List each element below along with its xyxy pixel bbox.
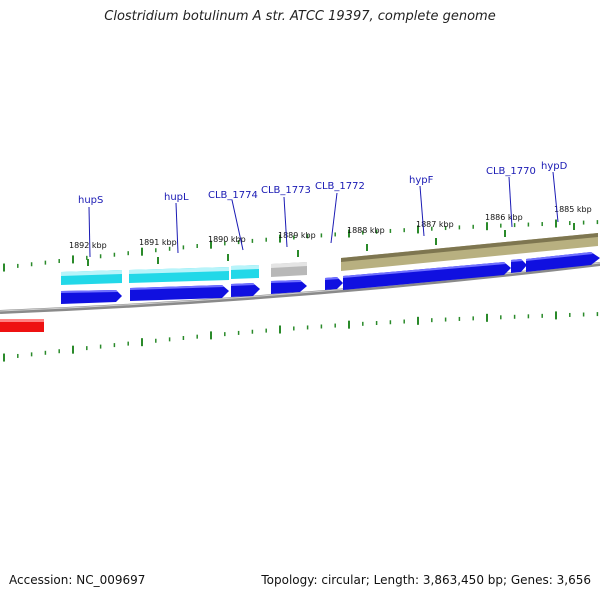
gene-hypD-arrow[interactable] bbox=[526, 252, 600, 272]
svg-text:CLB_1770: CLB_1770 bbox=[486, 166, 536, 177]
label-CLB_1774[interactable]: CLB_1774 bbox=[208, 190, 258, 251]
label-CLB_1770[interactable]: CLB_1770 bbox=[486, 166, 536, 228]
genome-summary: Topology: circular; Length: 3,863,450 bp… bbox=[261, 573, 591, 587]
label-hupL[interactable]: hupL bbox=[164, 192, 189, 254]
label-hupS[interactable]: hupS bbox=[78, 195, 103, 258]
scale-label: 1888 kbp bbox=[347, 226, 385, 235]
label-hypF[interactable]: hypF bbox=[409, 175, 434, 237]
scale-label: 1890 kbp bbox=[208, 235, 246, 244]
gene-CLB_1774-arrow[interactable] bbox=[231, 283, 260, 297]
scale-label: 1892 kbp bbox=[69, 241, 107, 250]
gene-hupS-arrow[interactable] bbox=[61, 290, 122, 304]
genome-backbone bbox=[0, 262, 600, 314]
red-feature[interactable] bbox=[0, 319, 44, 332]
svg-text:hypF: hypF bbox=[409, 175, 434, 186]
gene-CLB_1772-arrow[interactable] bbox=[325, 277, 343, 290]
scale-1887: 1887 kbp bbox=[416, 220, 454, 245]
map-title: Clostridium botulinum A str. ATCC 19397,… bbox=[104, 9, 496, 24]
scale-label: 1887 kbp bbox=[416, 220, 454, 229]
gene-hupL-upper[interactable] bbox=[129, 267, 229, 283]
scale-1892: 1892 kbp bbox=[69, 241, 107, 266]
scale-label: 1886 kbp bbox=[485, 213, 523, 222]
scale-label: 1891 kbp bbox=[139, 238, 177, 247]
outer-tick-ring bbox=[3, 219, 599, 272]
gene-CLB_1770-arrow[interactable] bbox=[511, 259, 527, 273]
gene-CLB_1773-upper[interactable] bbox=[271, 262, 307, 277]
svg-text:hupL: hupL bbox=[164, 192, 189, 203]
scale-label: 1889 kbp bbox=[278, 231, 316, 240]
scale-1889: 1889 kbp bbox=[278, 231, 316, 257]
gene-hypF-arrow[interactable] bbox=[343, 262, 511, 290]
scale-1891: 1891 kbp bbox=[139, 238, 177, 264]
gene-CLB_1773-arrow[interactable] bbox=[271, 280, 307, 294]
svg-text:CLB_1772: CLB_1772 bbox=[315, 181, 365, 192]
gene-hupL-arrow[interactable] bbox=[130, 285, 229, 301]
svg-text:hupS: hupS bbox=[78, 195, 103, 206]
scale-1885: 1885 kbp bbox=[554, 205, 592, 230]
scale-1890: 1890 kbp bbox=[208, 235, 246, 261]
gene-CLB_1774-upper[interactable] bbox=[231, 265, 259, 279]
gene-khaki-block[interactable] bbox=[341, 233, 598, 271]
label-hypD[interactable]: hypD bbox=[541, 161, 568, 223]
inner-tick-ring bbox=[3, 311, 599, 362]
gene-hupS-upper[interactable] bbox=[61, 270, 122, 285]
label-CLB_1772[interactable]: CLB_1772 bbox=[315, 181, 365, 244]
scale-label: 1885 kbp bbox=[554, 205, 592, 214]
svg-text:CLB_1773: CLB_1773 bbox=[261, 185, 311, 196]
scale-1888: 1888 kbp bbox=[347, 226, 385, 251]
label-CLB_1773[interactable]: CLB_1773 bbox=[261, 185, 311, 248]
scale-1886: 1886 kbp bbox=[485, 213, 523, 237]
accession-label: Accession: NC_009697 bbox=[9, 573, 146, 587]
svg-text:CLB_1774: CLB_1774 bbox=[208, 190, 258, 201]
svg-text:hypD: hypD bbox=[541, 161, 568, 172]
